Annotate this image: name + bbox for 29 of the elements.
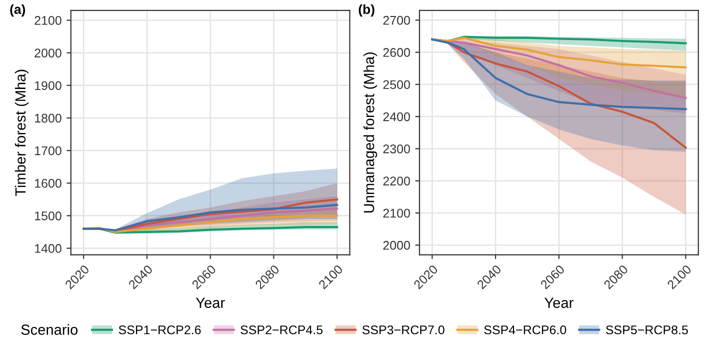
legend-label: SSP1−RCP2.6 [118, 325, 201, 334]
legend-title: Scenario [21, 324, 78, 335]
chart-title: (b) [358, 4, 374, 17]
line-series [431, 36, 687, 68]
y-tick-label: 2700 [383, 16, 410, 25]
legend-label: SSP3−RCP7.0 [362, 325, 444, 334]
y-tick-label: 1600 [35, 178, 62, 188]
x-axis-title: Year [196, 298, 225, 308]
legend-label: SSP4−RCP6.0 [484, 325, 566, 334]
y-tick-label: 2100 [34, 16, 62, 25]
chart-title: (a) [10, 4, 26, 17]
y-tick-label: 1500 [35, 211, 62, 220]
legend-label: SSP2−RCP4.5 [240, 325, 323, 334]
y-tick-label: 2000 [383, 240, 410, 250]
y-tick-label: 2200 [383, 176, 410, 186]
y-tick-label: 1400 [35, 244, 62, 253]
y-axis-title: Timber forest (Mha) [14, 70, 29, 196]
x-axis-title: Year [544, 298, 574, 308]
y-tick-label: 2300 [383, 144, 410, 154]
legend-label: SSP5−RCP8.5 [606, 325, 688, 334]
y-tick-label: 2400 [383, 112, 410, 122]
y-tick-label: 2600 [383, 48, 410, 57]
y-axis-title: Unmanaged forest (Mha) [364, 52, 378, 213]
y-tick-label: 2000 [34, 48, 62, 58]
y-tick-label: 1900 [35, 81, 62, 90]
y-tick-label: 1700 [35, 146, 62, 156]
y-tick-label: 2500 [383, 80, 410, 90]
y-tick-label: 2100 [383, 208, 410, 218]
y-tick-label: 1800 [35, 114, 62, 123]
